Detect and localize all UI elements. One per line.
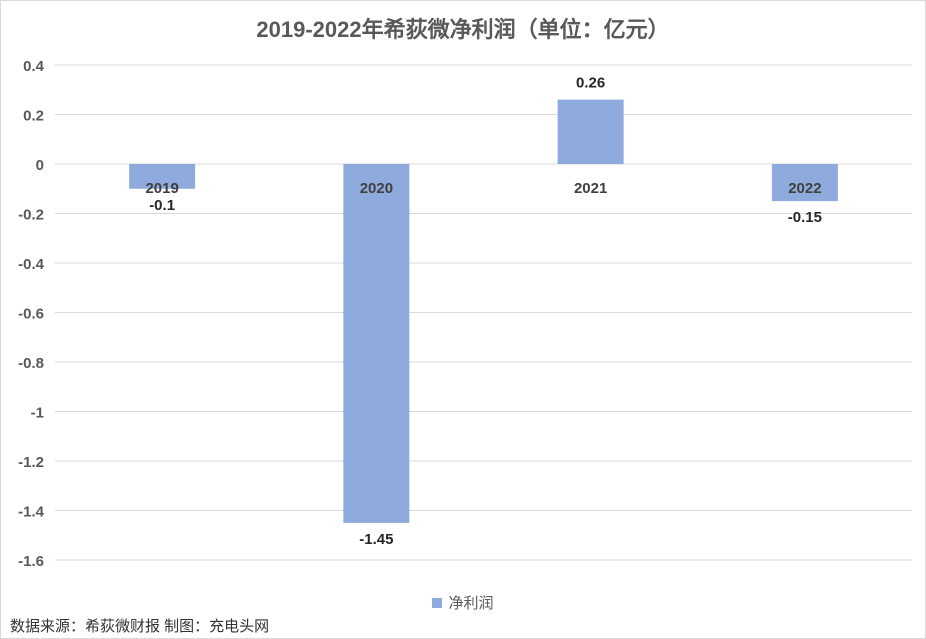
y-tick-label: 0.4 [23, 58, 45, 75]
y-tick-label: -1.4 [18, 504, 45, 521]
category-label: 2020 [360, 180, 393, 197]
y-tick-label: 0 [36, 157, 44, 174]
y-tick-label: -0.2 [18, 207, 44, 224]
data-label: -0.1 [149, 197, 175, 214]
y-tick-label: -1 [31, 405, 44, 422]
y-tick-label: -0.4 [18, 256, 45, 273]
y-tick-label: -1.2 [18, 454, 44, 471]
legend: 净利润 [0, 592, 926, 613]
source-note: 数据来源：希荻微财报 制图：充电头网 [10, 618, 270, 635]
y-tick-label: -0.6 [18, 306, 44, 323]
data-label: -0.15 [788, 209, 822, 226]
category-label: 2022 [788, 180, 821, 197]
legend-swatch [432, 598, 443, 608]
bar [343, 164, 410, 523]
data-label: -1.45 [359, 531, 393, 548]
bar [771, 164, 838, 202]
data-label: 0.26 [576, 75, 605, 92]
category-label: 2019 [145, 180, 178, 197]
y-tick-label: 0.2 [23, 108, 44, 125]
bar [129, 164, 196, 189]
y-tick-label: -1.6 [18, 553, 44, 570]
bar [557, 99, 624, 164]
y-tick-label: -0.8 [18, 355, 44, 372]
category-label: 2021 [574, 180, 607, 197]
chart-title: 2019-2022年希荻微净利润（单位：亿元） [256, 17, 670, 42]
legend-label: 净利润 [448, 595, 494, 612]
